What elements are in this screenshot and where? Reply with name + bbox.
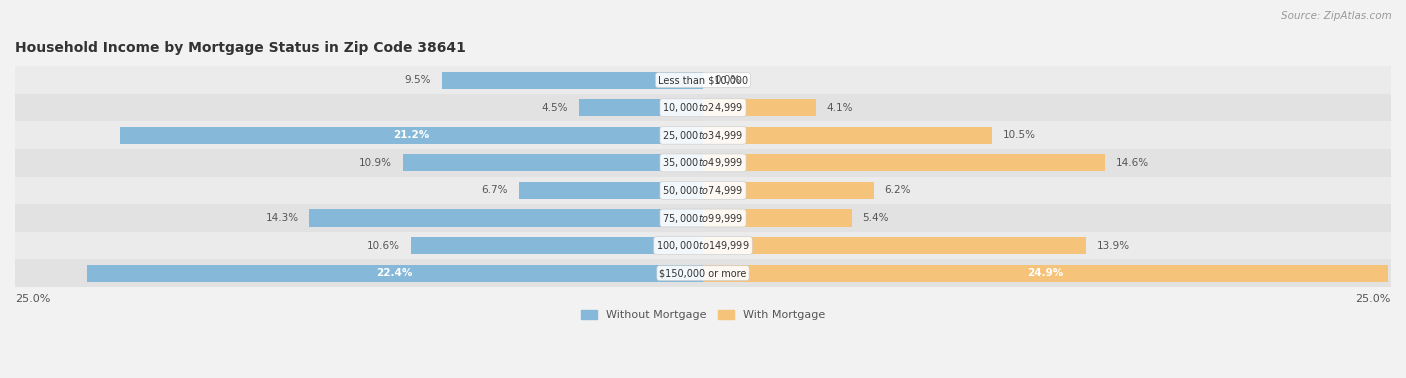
Bar (15, 177, 1391, 204)
Text: 4.1%: 4.1% (827, 103, 853, 113)
Bar (120, 127, 703, 144)
Bar (87, 265, 703, 282)
Legend: Without Mortgage, With Mortgage: Without Mortgage, With Mortgage (576, 305, 830, 325)
Text: 6.2%: 6.2% (884, 186, 911, 195)
Text: $150,000 or more: $150,000 or more (659, 268, 747, 278)
Text: $100,000 to $149,999: $100,000 to $149,999 (657, 239, 749, 252)
Text: 9.5%: 9.5% (404, 75, 430, 85)
Text: $50,000 to $74,999: $50,000 to $74,999 (662, 184, 744, 197)
Bar (703, 127, 993, 144)
Text: 6.7%: 6.7% (481, 186, 508, 195)
Text: 10.6%: 10.6% (367, 240, 401, 251)
Bar (15, 66, 1391, 94)
Text: Less than $10,000: Less than $10,000 (658, 75, 748, 85)
Bar (703, 209, 852, 226)
Bar (703, 154, 1105, 171)
Text: $35,000 to $49,999: $35,000 to $49,999 (662, 156, 744, 169)
Bar (519, 182, 703, 199)
Bar (15, 259, 1391, 287)
Bar (404, 154, 703, 171)
Bar (579, 99, 703, 116)
Text: 10.5%: 10.5% (1002, 130, 1036, 140)
Text: 14.3%: 14.3% (266, 213, 298, 223)
Text: 0.0%: 0.0% (714, 75, 740, 85)
Bar (703, 99, 815, 116)
Text: 25.0%: 25.0% (1355, 294, 1391, 304)
Bar (15, 232, 1391, 259)
Text: 10.9%: 10.9% (359, 158, 392, 168)
Bar (15, 94, 1391, 121)
Text: 24.9%: 24.9% (1028, 268, 1064, 278)
Text: Source: ZipAtlas.com: Source: ZipAtlas.com (1281, 11, 1392, 21)
Text: $75,000 to $99,999: $75,000 to $99,999 (662, 212, 744, 225)
Bar (703, 182, 873, 199)
Bar (15, 121, 1391, 149)
Bar (412, 237, 703, 254)
Text: 25.0%: 25.0% (15, 294, 51, 304)
Bar (15, 204, 1391, 232)
Text: 14.6%: 14.6% (1116, 158, 1149, 168)
Text: Household Income by Mortgage Status in Zip Code 38641: Household Income by Mortgage Status in Z… (15, 42, 465, 56)
Bar (703, 265, 1388, 282)
Bar (309, 209, 703, 226)
Text: 13.9%: 13.9% (1097, 240, 1129, 251)
Text: 4.5%: 4.5% (541, 103, 568, 113)
Text: 5.4%: 5.4% (863, 213, 889, 223)
Bar (703, 237, 1085, 254)
Text: $10,000 to $24,999: $10,000 to $24,999 (662, 101, 744, 114)
Bar (441, 71, 703, 89)
Bar (15, 149, 1391, 177)
Text: $25,000 to $34,999: $25,000 to $34,999 (662, 129, 744, 142)
Text: 21.2%: 21.2% (394, 130, 429, 140)
Text: 22.4%: 22.4% (377, 268, 413, 278)
